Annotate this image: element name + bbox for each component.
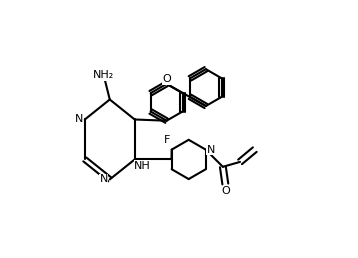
Text: NH₂: NH₂ xyxy=(93,70,114,80)
Text: O: O xyxy=(221,186,230,196)
Text: N: N xyxy=(207,145,215,155)
Text: F: F xyxy=(164,135,170,145)
Text: N: N xyxy=(100,174,108,184)
Text: O: O xyxy=(162,74,171,84)
Text: N: N xyxy=(74,115,83,125)
Text: NH: NH xyxy=(134,160,151,171)
